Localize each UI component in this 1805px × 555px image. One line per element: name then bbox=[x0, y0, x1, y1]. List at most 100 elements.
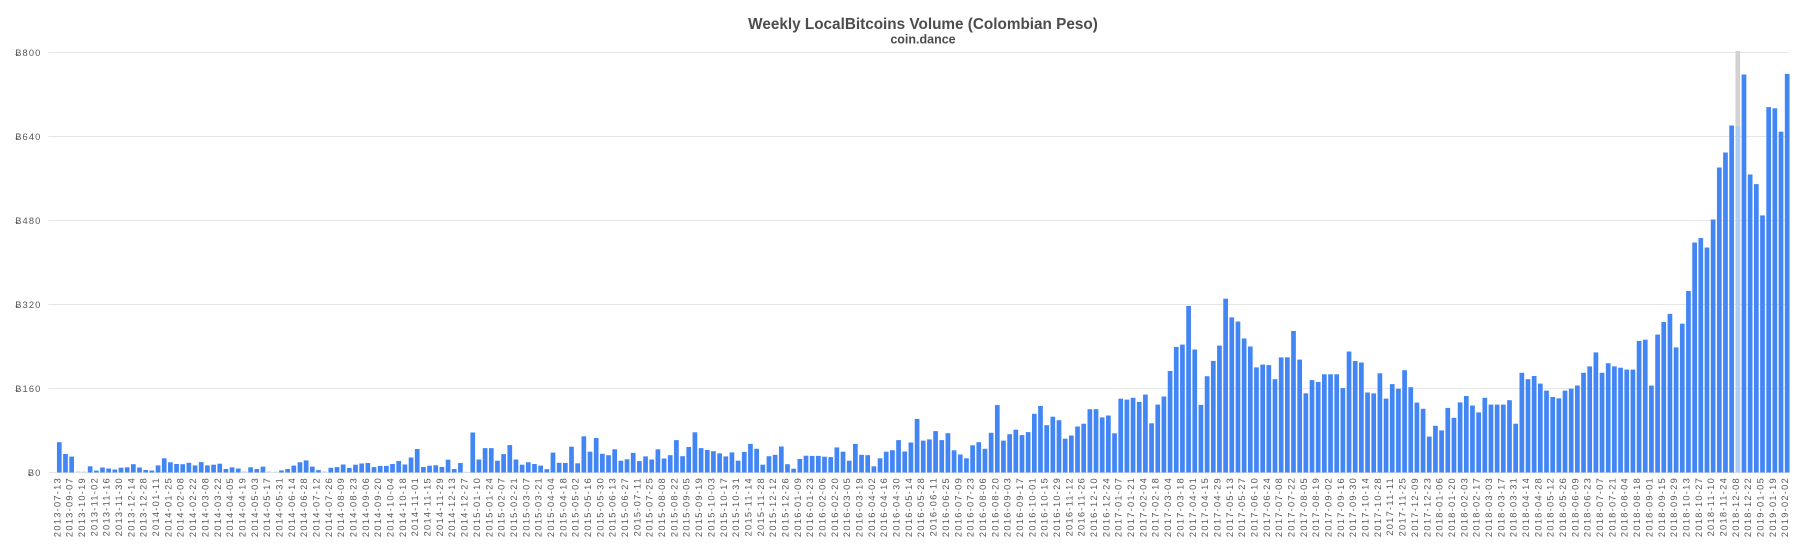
svg-text:2018-11-10: 2018-11-10 bbox=[1706, 477, 1716, 536]
svg-text:2013-12-28: 2013-12-28 bbox=[139, 477, 149, 537]
svg-text:2014-12-27: 2014-12-27 bbox=[460, 477, 470, 537]
svg-text:2015-03-07: 2015-03-07 bbox=[521, 477, 531, 537]
svg-text:Ƀ160: Ƀ160 bbox=[15, 384, 41, 394]
svg-text:2017-11-11: 2017-11-11 bbox=[1385, 477, 1395, 536]
svg-text:2018-01-06: 2018-01-06 bbox=[1435, 477, 1445, 537]
svg-text:2017-06-24: 2017-06-24 bbox=[1262, 477, 1272, 537]
svg-text:2014-07-12: 2014-07-12 bbox=[311, 477, 321, 537]
svg-text:2017-10-28: 2017-10-28 bbox=[1373, 477, 1383, 537]
svg-text:2014-07-26: 2014-07-26 bbox=[324, 477, 334, 537]
svg-text:2014-08-09: 2014-08-09 bbox=[336, 477, 346, 537]
svg-text:2014-01-11: 2014-01-11 bbox=[151, 477, 161, 536]
svg-text:2015-09-05: 2015-09-05 bbox=[682, 477, 692, 537]
svg-text:2015-03-21: 2015-03-21 bbox=[534, 477, 544, 537]
svg-text:2015-11-14: 2015-11-14 bbox=[743, 477, 753, 536]
svg-text:Ƀ320: Ƀ320 bbox=[15, 300, 41, 310]
svg-text:2014-11-15: 2014-11-15 bbox=[423, 477, 433, 536]
svg-text:2014-05-31: 2014-05-31 bbox=[274, 477, 284, 537]
svg-text:2013-11-16: 2013-11-16 bbox=[102, 477, 112, 536]
svg-text:2014-11-29: 2014-11-29 bbox=[435, 477, 445, 536]
svg-text:2017-11-25: 2017-11-25 bbox=[1398, 477, 1408, 536]
svg-text:2018-12-22: 2018-12-22 bbox=[1743, 477, 1753, 537]
svg-text:2017-09-02: 2017-09-02 bbox=[1324, 477, 1334, 537]
svg-text:2017-02-18: 2017-02-18 bbox=[1151, 477, 1161, 537]
svg-text:2015-05-16: 2015-05-16 bbox=[583, 477, 593, 537]
svg-text:2016-10-29: 2016-10-29 bbox=[1052, 477, 1062, 537]
svg-text:2017-08-05: 2017-08-05 bbox=[1299, 477, 1309, 537]
svg-text:Ƀ480: Ƀ480 bbox=[15, 216, 41, 226]
svg-text:2014-05-03: 2014-05-03 bbox=[250, 477, 260, 537]
svg-text:2013-09-07: 2013-09-07 bbox=[65, 477, 75, 537]
svg-text:2015-12-26: 2015-12-26 bbox=[780, 477, 790, 537]
svg-text:2014-10-04: 2014-10-04 bbox=[386, 477, 396, 537]
svg-text:Ƀ640: Ƀ640 bbox=[15, 132, 41, 142]
svg-text:2014-11-01: 2014-11-01 bbox=[410, 477, 420, 536]
svg-text:2014-02-08: 2014-02-08 bbox=[176, 477, 186, 537]
svg-text:2015-02-21: 2015-02-21 bbox=[509, 477, 519, 537]
svg-text:2015-04-18: 2015-04-18 bbox=[558, 477, 568, 537]
svg-text:2016-01-23: 2016-01-23 bbox=[805, 477, 815, 537]
svg-text:2015-10-17: 2015-10-17 bbox=[719, 477, 729, 537]
svg-text:2015-01-24: 2015-01-24 bbox=[484, 477, 494, 537]
svg-text:2016-08-06: 2016-08-06 bbox=[978, 477, 988, 537]
svg-text:2017-04-01: 2017-04-01 bbox=[1188, 477, 1198, 537]
svg-text:2016-07-23: 2016-07-23 bbox=[966, 477, 976, 537]
svg-text:2016-10-01: 2016-10-01 bbox=[1027, 477, 1037, 537]
svg-text:2016-09-03: 2016-09-03 bbox=[1003, 477, 1013, 537]
svg-text:2014-05-17: 2014-05-17 bbox=[262, 477, 272, 537]
svg-text:2018-04-28: 2018-04-28 bbox=[1533, 477, 1543, 537]
svg-text:2015-07-11: 2015-07-11 bbox=[632, 477, 642, 536]
svg-text:2016-05-28: 2016-05-28 bbox=[916, 477, 926, 537]
svg-text:2015-08-08: 2015-08-08 bbox=[657, 477, 667, 537]
svg-text:2014-03-08: 2014-03-08 bbox=[200, 477, 210, 537]
svg-text:2017-07-22: 2017-07-22 bbox=[1287, 477, 1297, 537]
svg-text:2018-04-14: 2018-04-14 bbox=[1521, 477, 1531, 537]
svg-text:2015-04-04: 2015-04-04 bbox=[546, 477, 556, 537]
svg-text:2018-05-12: 2018-05-12 bbox=[1546, 477, 1556, 537]
svg-text:2019-01-05: 2019-01-05 bbox=[1756, 477, 1766, 537]
svg-text:2014-02-22: 2014-02-22 bbox=[188, 477, 198, 537]
svg-text:2017-10-14: 2017-10-14 bbox=[1361, 477, 1371, 537]
svg-text:2014-06-28: 2014-06-28 bbox=[299, 477, 309, 537]
svg-text:2017-08-19: 2017-08-19 bbox=[1311, 477, 1321, 537]
svg-text:2013-11-30: 2013-11-30 bbox=[114, 477, 124, 536]
svg-text:2015-11-28: 2015-11-28 bbox=[756, 477, 766, 536]
svg-text:Ƀ800: Ƀ800 bbox=[15, 48, 41, 58]
svg-text:2018-10-13: 2018-10-13 bbox=[1681, 477, 1691, 537]
svg-text:2015-06-13: 2015-06-13 bbox=[608, 477, 618, 537]
svg-text:2016-07-09: 2016-07-09 bbox=[953, 477, 963, 537]
svg-text:2018-03-17: 2018-03-17 bbox=[1496, 477, 1506, 537]
svg-text:2019-01-19: 2019-01-19 bbox=[1768, 477, 1778, 537]
svg-text:2016-11-26: 2016-11-26 bbox=[1077, 477, 1087, 536]
svg-text:2014-12-13: 2014-12-13 bbox=[447, 477, 457, 537]
svg-text:2015-10-03: 2015-10-03 bbox=[706, 477, 716, 537]
svg-text:2017-01-07: 2017-01-07 bbox=[1114, 477, 1124, 537]
svg-text:2017-09-16: 2017-09-16 bbox=[1336, 477, 1346, 537]
svg-text:2017-05-13: 2017-05-13 bbox=[1225, 477, 1235, 537]
svg-text:2018-07-07: 2018-07-07 bbox=[1595, 477, 1605, 537]
svg-text:2018-06-23: 2018-06-23 bbox=[1583, 477, 1593, 537]
svg-text:2017-03-04: 2017-03-04 bbox=[1163, 477, 1173, 537]
svg-text:2018-12-08: 2018-12-08 bbox=[1731, 477, 1741, 537]
svg-text:2017-12-09: 2017-12-09 bbox=[1410, 477, 1420, 537]
svg-text:2018-05-26: 2018-05-26 bbox=[1558, 477, 1568, 537]
svg-text:Ƀ0: Ƀ0 bbox=[28, 468, 42, 478]
svg-text:2018-03-03: 2018-03-03 bbox=[1484, 477, 1494, 537]
svg-text:coin.dance: coin.dance bbox=[890, 33, 955, 47]
svg-text:2013-12-14: 2013-12-14 bbox=[126, 477, 136, 537]
svg-text:2013-07-13: 2013-07-13 bbox=[52, 477, 62, 537]
svg-text:2014-01-25: 2014-01-25 bbox=[163, 477, 173, 537]
svg-text:2018-01-20: 2018-01-20 bbox=[1447, 477, 1457, 537]
svg-text:2017-04-29: 2017-04-29 bbox=[1212, 477, 1222, 537]
svg-text:2014-04-05: 2014-04-05 bbox=[225, 477, 235, 537]
svg-text:2018-09-29: 2018-09-29 bbox=[1669, 477, 1679, 537]
svg-text:2017-02-04: 2017-02-04 bbox=[1138, 477, 1148, 537]
svg-text:2016-08-20: 2016-08-20 bbox=[990, 477, 1000, 537]
svg-text:2016-04-16: 2016-04-16 bbox=[879, 477, 889, 537]
svg-text:2014-04-19: 2014-04-19 bbox=[237, 477, 247, 537]
svg-text:2018-11-24: 2018-11-24 bbox=[1718, 477, 1728, 536]
svg-text:2016-06-25: 2016-06-25 bbox=[941, 477, 951, 537]
svg-text:2014-09-06: 2014-09-06 bbox=[361, 477, 371, 537]
svg-text:2018-08-18: 2018-08-18 bbox=[1632, 477, 1642, 537]
svg-text:2018-06-09: 2018-06-09 bbox=[1570, 477, 1580, 537]
